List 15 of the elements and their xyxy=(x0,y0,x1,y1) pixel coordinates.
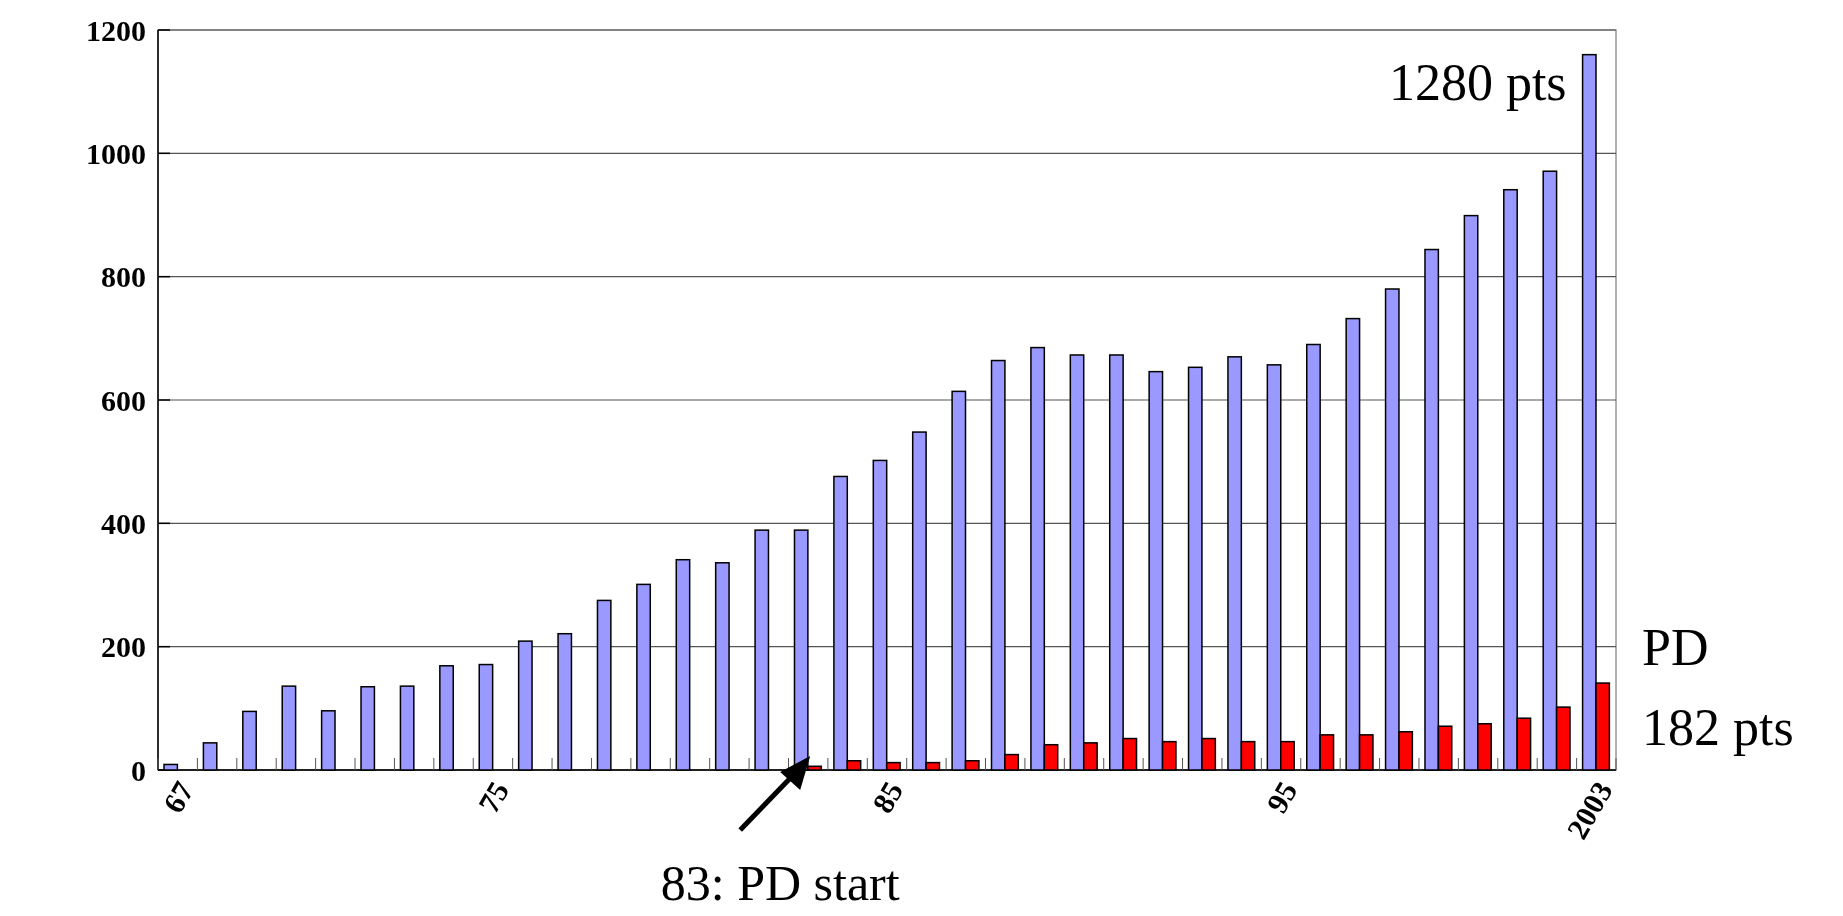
text: 83: PD start xyxy=(660,855,900,911)
x-tick-label: 75 xyxy=(471,775,516,819)
x-tick-label: 95 xyxy=(1259,775,1304,819)
series-label: PD xyxy=(1642,618,1709,676)
y-tick-label: 400 xyxy=(101,506,146,540)
y-tick-label: 0 xyxy=(131,753,146,787)
y-tick-label: 1200 xyxy=(86,13,146,47)
y-tick-label: 1000 xyxy=(86,136,146,170)
x-tick-label: 85 xyxy=(865,775,910,819)
annotation: 1280 pts xyxy=(1388,54,1567,111)
text: 182 pts xyxy=(1642,698,1794,756)
x-tick-label: 67 xyxy=(156,775,200,819)
y-tick-label: 200 xyxy=(101,630,146,664)
y-tick-label: 800 xyxy=(101,260,146,294)
y-tick-label: 600 xyxy=(101,383,146,417)
